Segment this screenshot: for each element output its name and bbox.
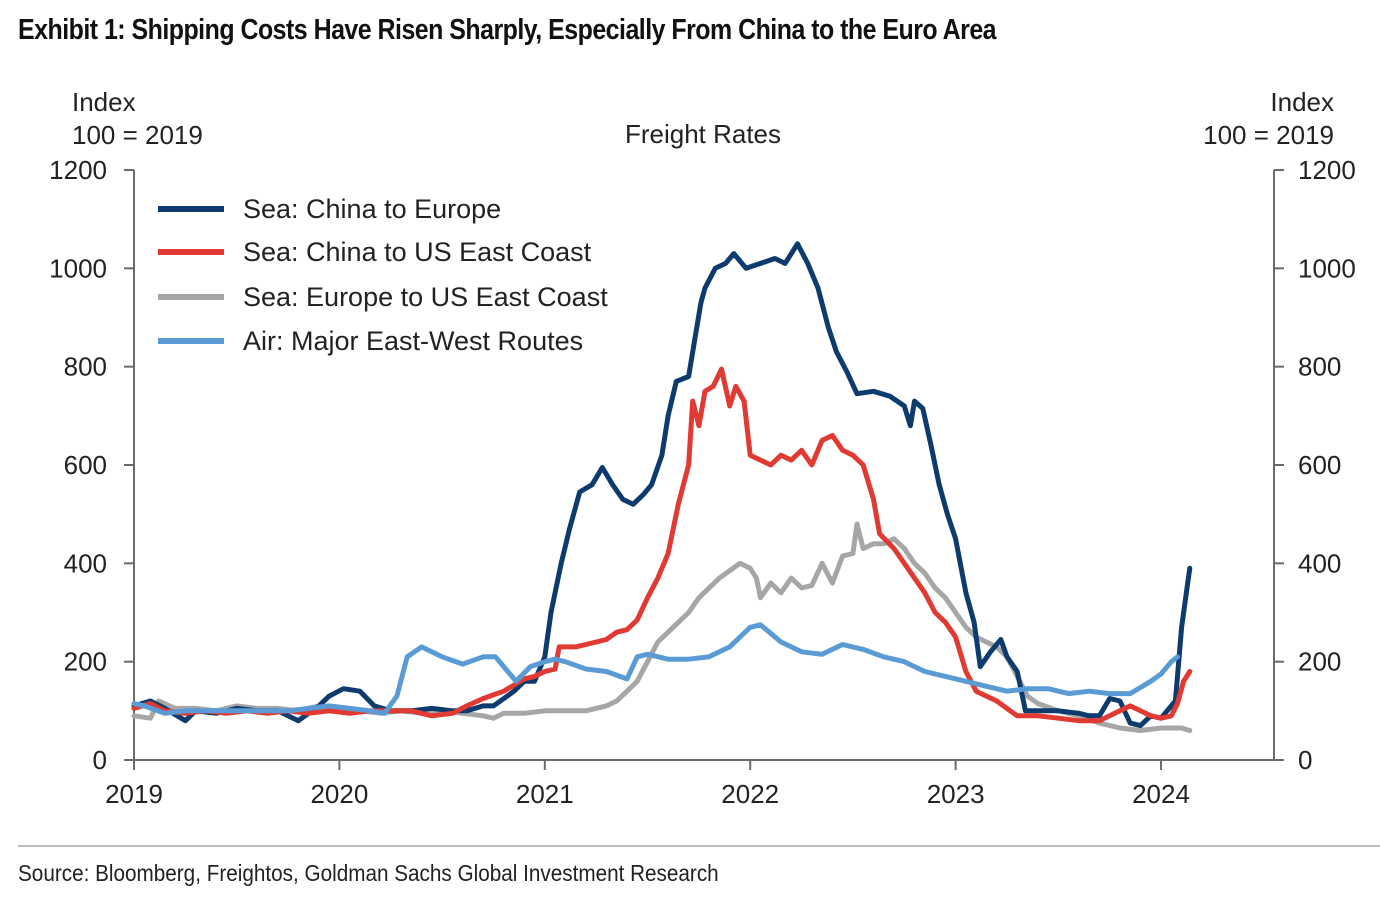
right-y-tick-label: 600 — [1298, 450, 1341, 480]
chart-title: Freight Rates — [624, 119, 782, 149]
right-axis-unit-label: Index 100 = 2019 — [1203, 86, 1334, 152]
left-y-tick-label: 200 — [64, 647, 107, 677]
left-y-tick-label: 600 — [64, 450, 107, 480]
series-line-sea-europe-to-us-east-coast — [131, 521, 1193, 733]
left-y-tick-label: 1000 — [49, 253, 107, 283]
x-tick-label: 2024 — [1132, 779, 1190, 809]
left-y-tick-label: 0 — [93, 745, 107, 775]
series-line-sea-china-to-us-east-coast — [131, 366, 1193, 724]
legend-item: Sea: China to Europe — [158, 194, 501, 224]
left-axis-unit-line-1: Index — [72, 87, 136, 117]
exhibit-title: Exhibit 1: Shipping Costs Have Risen Sha… — [18, 14, 997, 46]
source-note: Source: Bloomberg, Freightos, Goldman Sa… — [18, 860, 719, 886]
series-lines — [131, 241, 1193, 733]
right-axis-unit-line-1: Index — [1270, 87, 1334, 117]
legend-label: Air: Major East-West Routes — [243, 326, 583, 356]
legend: Sea: China to Europe Sea: China to US Eas… — [158, 194, 608, 356]
series-line-sea-china-to-europe — [131, 241, 1193, 729]
legend-label: Sea: China to Europe — [243, 194, 501, 224]
right-y-tick-label: 1000 — [1298, 253, 1356, 283]
legend-label: Sea: China to US East Coast — [243, 237, 592, 267]
left-y-tick-label: 400 — [64, 548, 107, 578]
x-tick-label: 2023 — [927, 779, 985, 809]
right-axis-unit-line-2: 100 = 2019 — [1203, 120, 1334, 150]
x-tick-label: 2022 — [721, 779, 779, 809]
x-tick-label: 2021 — [516, 779, 574, 809]
x-tick-label: 2019 — [105, 779, 163, 809]
right-y-tick-label: 200 — [1298, 647, 1341, 677]
axes: 0 0 200 200 400 400 600 600 800 800 1000 1000 1200 12… — [49, 155, 1356, 809]
footer-divider — [18, 845, 1380, 847]
left-y-tick-label: 800 — [64, 352, 107, 382]
right-y-tick-label: 0 — [1298, 745, 1312, 775]
left-axis-unit-line-2: 100 = 2019 — [72, 120, 203, 150]
left-axis-unit-label: Index 100 = 2019 — [72, 86, 203, 152]
legend-label: Sea: Europe to US East Coast — [243, 282, 608, 312]
x-tick-label: 2020 — [310, 779, 368, 809]
legend-item: Sea: Europe to US East Coast — [158, 282, 608, 312]
left-y-tick-label: 1200 — [49, 155, 107, 185]
right-y-tick-label: 1200 — [1298, 155, 1356, 185]
legend-item: Sea: China to US East Coast — [158, 237, 592, 267]
legend-item: Air: Major East-West Routes — [158, 326, 583, 356]
series-line-air-major-east-west-routes — [131, 622, 1180, 716]
right-y-tick-label: 800 — [1298, 352, 1341, 382]
right-y-tick-label: 400 — [1298, 548, 1341, 578]
